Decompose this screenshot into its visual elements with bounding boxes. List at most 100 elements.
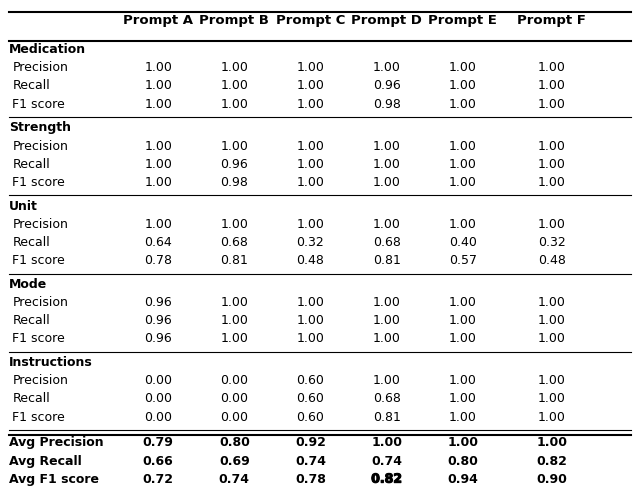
Text: 0.32: 0.32 — [538, 236, 566, 249]
Text: 0.00: 0.00 — [144, 374, 172, 387]
Text: 1.00: 1.00 — [296, 296, 324, 309]
Text: 0.66: 0.66 — [143, 454, 173, 468]
Text: 0.81: 0.81 — [220, 254, 248, 267]
Text: 0.69: 0.69 — [219, 454, 250, 468]
Text: 1.00: 1.00 — [296, 140, 324, 153]
Text: 1.00: 1.00 — [538, 218, 566, 231]
Text: Prompt E: Prompt E — [428, 14, 497, 27]
Text: 1.00: 1.00 — [536, 436, 567, 449]
Text: 1.00: 1.00 — [538, 314, 566, 327]
Text: Avg F1 score: Avg F1 score — [9, 472, 99, 486]
Text: Recall: Recall — [12, 236, 50, 249]
Text: Recall: Recall — [12, 80, 50, 92]
Text: 0.60: 0.60 — [296, 392, 324, 406]
Text: 0.60: 0.60 — [296, 410, 324, 424]
Text: 1.00: 1.00 — [220, 218, 248, 231]
Text: Precision: Precision — [12, 218, 68, 231]
Text: 1.00: 1.00 — [538, 140, 566, 153]
Text: 0.00: 0.00 — [220, 374, 248, 387]
Text: 1.00: 1.00 — [449, 80, 477, 92]
Text: 0.00: 0.00 — [220, 410, 248, 424]
Text: 1.00: 1.00 — [144, 61, 172, 74]
Text: 0.98: 0.98 — [372, 98, 401, 110]
Text: Strength: Strength — [9, 122, 71, 134]
Text: Prompt A: Prompt A — [124, 14, 193, 27]
Text: 1.00: 1.00 — [372, 61, 401, 74]
Text: Precision: Precision — [12, 374, 68, 387]
Text: 1.00: 1.00 — [296, 218, 324, 231]
Text: 1.00: 1.00 — [372, 296, 401, 309]
Text: 1.00: 1.00 — [296, 61, 324, 74]
Text: 0.96: 0.96 — [145, 332, 172, 346]
Text: 0.74: 0.74 — [219, 472, 250, 486]
Text: 1.00: 1.00 — [220, 314, 248, 327]
Text: 1.00: 1.00 — [144, 80, 172, 92]
Text: 0.74: 0.74 — [295, 454, 326, 468]
Text: 1.00: 1.00 — [449, 98, 477, 110]
Text: F1 score: F1 score — [12, 410, 65, 424]
Text: 0.98: 0.98 — [220, 176, 248, 189]
Text: 0.96: 0.96 — [220, 158, 248, 171]
Text: 0.68: 0.68 — [220, 236, 248, 249]
Text: 1.00: 1.00 — [296, 332, 324, 346]
Text: 1.00: 1.00 — [538, 158, 566, 171]
Text: 0.72: 0.72 — [143, 472, 173, 486]
Text: 1.00: 1.00 — [449, 392, 477, 406]
Text: Prompt F: Prompt F — [517, 14, 586, 27]
Text: F1 score: F1 score — [12, 176, 65, 189]
Text: 1.00: 1.00 — [144, 158, 172, 171]
Text: 0.00: 0.00 — [220, 392, 248, 406]
Text: 1.00: 1.00 — [144, 176, 172, 189]
Text: 1.00: 1.00 — [372, 374, 401, 387]
Text: 1.00: 1.00 — [296, 314, 324, 327]
Text: 1.00: 1.00 — [220, 140, 248, 153]
Text: 1.00: 1.00 — [371, 436, 402, 449]
Text: 1.00: 1.00 — [372, 140, 401, 153]
Text: 0.64: 0.64 — [145, 236, 172, 249]
Text: 0.96: 0.96 — [372, 80, 401, 92]
Text: 1.00: 1.00 — [538, 332, 566, 346]
Text: 0.81: 0.81 — [372, 254, 401, 267]
Text: 0.48: 0.48 — [538, 254, 566, 267]
Text: 1.00: 1.00 — [144, 98, 172, 110]
Text: 1.00: 1.00 — [449, 218, 477, 231]
Text: 1.00: 1.00 — [449, 332, 477, 346]
Text: 0.90: 0.90 — [536, 472, 567, 486]
Text: 1.00: 1.00 — [449, 158, 477, 171]
Text: Precision: Precision — [12, 61, 68, 74]
Text: 1.00: 1.00 — [372, 158, 401, 171]
Text: 1.00: 1.00 — [449, 296, 477, 309]
Text: Avg Precision: Avg Precision — [9, 436, 104, 449]
Text: Precision: Precision — [12, 140, 68, 153]
Text: Instructions: Instructions — [9, 356, 93, 369]
Text: 0.40: 0.40 — [449, 236, 477, 249]
Text: 1.00: 1.00 — [144, 218, 172, 231]
Text: 0.57: 0.57 — [449, 254, 477, 267]
Text: 1.00: 1.00 — [220, 332, 248, 346]
Text: F1 score: F1 score — [12, 98, 65, 110]
Text: 1.00: 1.00 — [372, 176, 401, 189]
Text: 1.00: 1.00 — [220, 80, 248, 92]
Text: Mode: Mode — [9, 278, 47, 291]
Text: 1.00: 1.00 — [538, 176, 566, 189]
Text: 0.80: 0.80 — [447, 454, 478, 468]
Text: 0.48: 0.48 — [296, 254, 324, 267]
Text: Prompt B: Prompt B — [200, 14, 269, 27]
Text: 0.82: 0.82 — [371, 472, 402, 486]
Text: Avg Recall: Avg Recall — [9, 454, 82, 468]
Text: Recall: Recall — [12, 392, 50, 406]
Text: F1 score: F1 score — [12, 332, 65, 346]
Text: 1.00: 1.00 — [220, 296, 248, 309]
Text: 0.68: 0.68 — [372, 392, 401, 406]
Text: 1.00: 1.00 — [538, 392, 566, 406]
Text: 1.00: 1.00 — [296, 98, 324, 110]
Text: 1.00: 1.00 — [372, 332, 401, 346]
Text: Medication: Medication — [9, 43, 86, 56]
Text: 1.00: 1.00 — [296, 80, 324, 92]
Text: 0.96: 0.96 — [145, 296, 172, 309]
Text: 0.80: 0.80 — [219, 436, 250, 449]
Text: Prompt D: Prompt D — [351, 14, 422, 27]
Text: 1.00: 1.00 — [538, 296, 566, 309]
Text: Recall: Recall — [12, 158, 50, 171]
Text: 1.00: 1.00 — [538, 374, 566, 387]
